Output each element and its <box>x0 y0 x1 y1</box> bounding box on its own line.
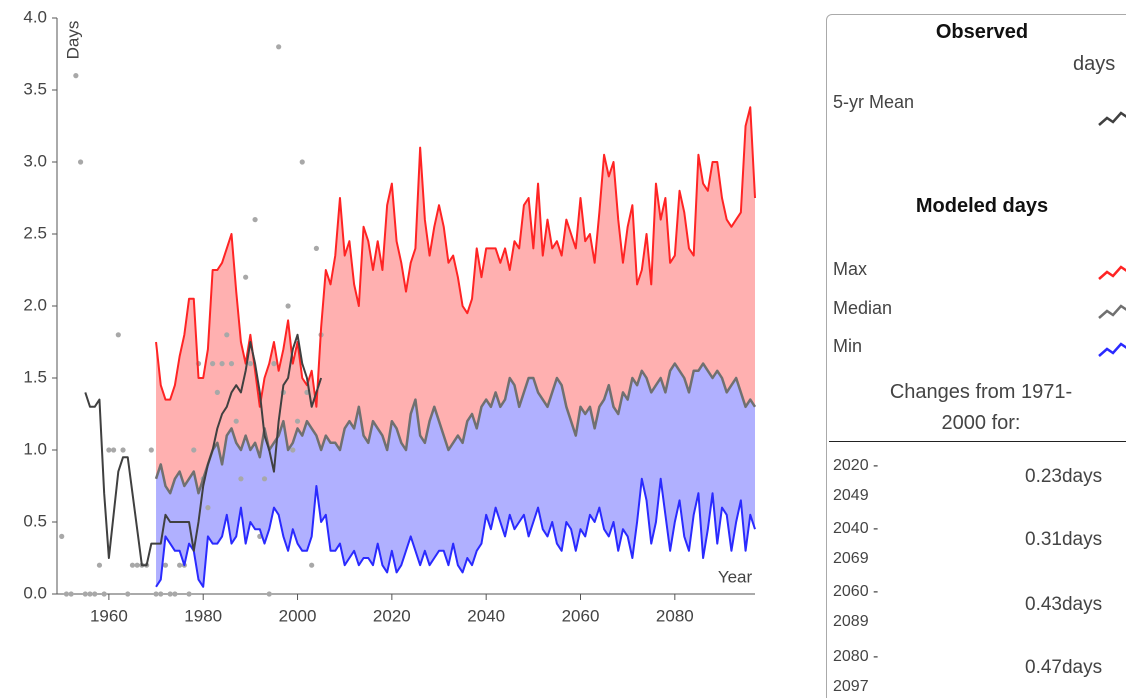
observed-dot <box>276 44 282 50</box>
change-value: 0.23days <box>1025 466 1103 487</box>
observed-dot <box>214 389 220 395</box>
legend-icon <box>1098 342 1126 357</box>
observed-dot <box>177 562 183 568</box>
observed-dot <box>191 447 197 453</box>
observed-dot <box>115 332 121 338</box>
legend-icon <box>1098 304 1126 319</box>
observed-dot <box>271 361 277 367</box>
series-line <box>154 362 757 495</box>
chart: Days Year 0.0 0.5 1.0 1.5 2.0 2.5 3.0 3.5 4.0 196… <box>23 7 757 625</box>
x-tick-label: 2080 <box>656 606 694 625</box>
observed-dot <box>110 447 117 453</box>
x-tick-label: 1960 <box>90 606 128 625</box>
series-line <box>84 333 323 567</box>
observed-dot <box>238 476 244 482</box>
legend-label: Max <box>833 259 868 279</box>
x-tick-label: 2000 <box>279 606 317 625</box>
observed-dot <box>224 332 230 338</box>
y-tick-label: 3.5 <box>23 79 47 98</box>
period: 2060 - 2089 <box>833 583 879 630</box>
y-tick-label: 2.0 <box>23 295 47 314</box>
observed-dot <box>96 562 103 568</box>
observed-dot <box>106 447 112 453</box>
observed-dot <box>125 591 131 597</box>
observed-dot <box>299 159 305 165</box>
observed-dot <box>205 505 211 511</box>
observed-dot <box>148 447 154 453</box>
observed-dot <box>129 562 136 568</box>
observed-dot <box>162 562 169 568</box>
observed-dot <box>68 591 74 597</box>
observed-dot <box>186 591 192 597</box>
observed-dot <box>261 476 268 482</box>
observed-dot <box>219 361 225 367</box>
y-tick-label: 1.0 <box>23 439 47 458</box>
observed-dot <box>92 591 98 597</box>
observed-dot <box>77 159 84 165</box>
observed-dot <box>290 447 296 453</box>
legend-icon <box>1098 265 1126 280</box>
observed-dot <box>134 562 140 568</box>
observed-dot <box>228 361 235 367</box>
observed-dot <box>172 591 178 597</box>
legend-icon <box>1098 111 1126 126</box>
change-value: 0.47days <box>1025 657 1103 678</box>
observed-dot <box>167 591 173 597</box>
observed-dot <box>243 274 249 280</box>
series-line <box>155 477 756 588</box>
legend-title: Modeled days <box>915 195 1049 217</box>
observed-dot <box>87 591 93 597</box>
band-fill <box>156 107 756 494</box>
observed-dot <box>153 591 159 597</box>
observed-dot <box>210 361 216 367</box>
legend-unit: days <box>1073 53 1116 75</box>
changes-title: Changes from 1971-2000 for: <box>889 381 1073 434</box>
observed-dot <box>294 418 301 424</box>
observed-dot <box>313 245 319 251</box>
y-tick-label: 2.5 <box>23 223 47 242</box>
y-tick-label: 4.0 <box>23 7 47 26</box>
change-value: 0.43days <box>1025 594 1103 615</box>
legend-label: Min <box>833 336 863 356</box>
observed-dot <box>101 591 107 597</box>
period: 2080 - 2097 <box>833 648 879 695</box>
observed-dot <box>63 591 70 597</box>
y-tick-label: 0.5 <box>23 511 47 530</box>
legend: Observed days 5-yr Mean Modeled days Max… <box>826 14 1126 698</box>
y-tick-label: 0.0 <box>23 583 47 602</box>
period: 2020 - 2049 <box>833 457 879 504</box>
x-tick-label: 2060 <box>562 606 600 625</box>
series-line <box>155 106 756 408</box>
legend-label: Median <box>833 298 893 318</box>
observed-dot <box>266 591 272 597</box>
x-axis-label: Year <box>718 567 753 586</box>
x-tick-label: 2020 <box>373 606 411 625</box>
observed-dot <box>59 533 65 540</box>
observed-dot <box>309 562 315 568</box>
y-tick-label: 3.0 <box>23 151 47 170</box>
observed-dot <box>158 591 164 597</box>
observed-dot <box>252 217 258 223</box>
legend-label: 5-yr Mean <box>833 92 915 112</box>
observed-dot <box>285 303 291 309</box>
divider <box>829 441 1126 442</box>
observed-dot <box>233 418 239 424</box>
observed-dot <box>120 447 126 453</box>
observed-dot <box>247 361 253 367</box>
change-value: 0.31days <box>1025 529 1103 550</box>
x-tick-label: 1980 <box>184 606 222 625</box>
x-tick-label: 2040 <box>467 606 505 625</box>
y-axis-label: Days <box>63 21 82 60</box>
y-tick-label: 1.5 <box>23 367 47 386</box>
period: 2040 - 2069 <box>833 520 879 567</box>
observed-dot <box>82 591 88 597</box>
observed-dot <box>73 73 79 79</box>
legend-title: Observed <box>935 21 1029 43</box>
